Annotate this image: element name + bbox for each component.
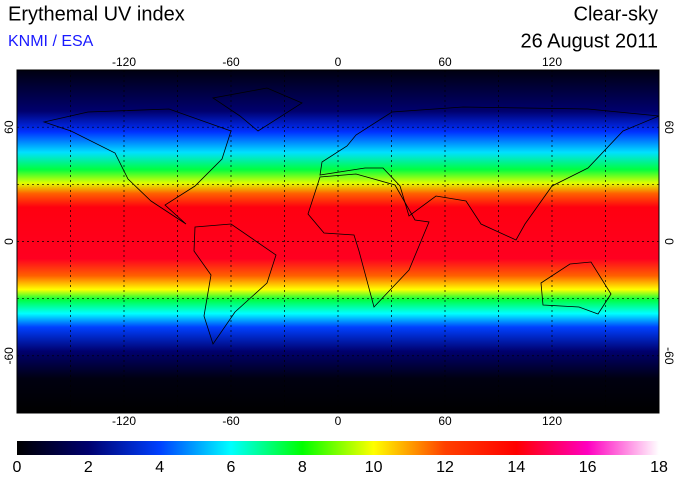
lon-tick-label-top: -60 bbox=[222, 55, 240, 69]
title: Erythemal UV index bbox=[8, 3, 185, 25]
date: 26 August 2011 bbox=[520, 30, 658, 52]
lon-tick-label-top: -120 bbox=[112, 55, 136, 69]
colorbar-tick-label: 14 bbox=[507, 459, 525, 476]
condition: Clear-sky bbox=[574, 3, 658, 25]
africa bbox=[307, 173, 430, 308]
graticule bbox=[17, 70, 659, 413]
colorbar-tick-label: 8 bbox=[298, 459, 307, 476]
lon-tick-label-top: 120 bbox=[542, 55, 562, 69]
source: KNMI / ESA bbox=[8, 33, 94, 50]
colorbar-tick-label: 4 bbox=[155, 459, 164, 476]
colorbar-tick-label: 18 bbox=[650, 459, 668, 476]
lat-tick-label-left: 0 bbox=[2, 238, 16, 245]
lon-tick-label-bottom: -60 bbox=[222, 414, 240, 428]
lat-tick-label-left: -60 bbox=[2, 347, 16, 365]
australia bbox=[540, 261, 612, 315]
map-frame bbox=[16, 69, 660, 414]
lat-tick-label-left: 60 bbox=[2, 120, 16, 134]
lon-tick-label-bottom: 120 bbox=[542, 414, 562, 428]
lon-tick-label-top: 0 bbox=[335, 55, 342, 69]
lat-tick-label-right: 60 bbox=[662, 120, 676, 134]
colorbar-tick-label: 10 bbox=[365, 459, 383, 476]
colorbar-tick-label: 12 bbox=[436, 459, 454, 476]
colorbar-tick-label: 0 bbox=[13, 459, 22, 476]
lat-tick-label-right: -60 bbox=[662, 347, 676, 365]
lon-tick-label-top: 60 bbox=[438, 55, 452, 69]
colorbar-tick-label: 16 bbox=[579, 459, 597, 476]
greenland bbox=[211, 87, 303, 132]
lat-tick-label-right: 0 bbox=[662, 238, 676, 245]
colorbar bbox=[17, 441, 659, 455]
colorbar-tick-label: 6 bbox=[227, 459, 236, 476]
south-america bbox=[193, 223, 277, 345]
colorbar-tick-label: 2 bbox=[84, 459, 93, 476]
lon-tick-label-bottom: 60 bbox=[438, 414, 452, 428]
north-america bbox=[42, 108, 232, 225]
lon-tick-label-bottom: 0 bbox=[335, 414, 342, 428]
lon-tick-label-bottom: -120 bbox=[112, 414, 136, 428]
